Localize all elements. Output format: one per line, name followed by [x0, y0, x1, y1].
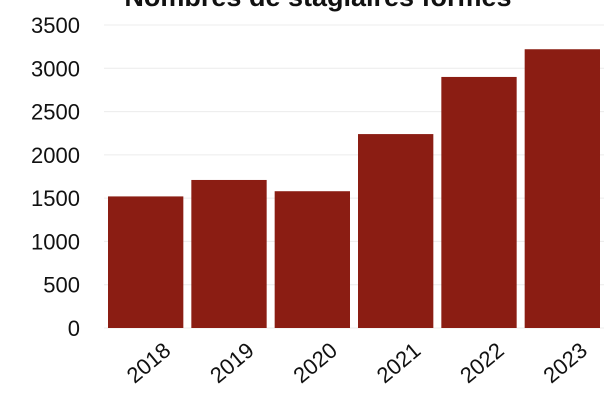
gridlines	[104, 24, 604, 329]
y-tick-label: 1500	[31, 186, 80, 211]
y-axis-ticks: 0 500 1000 1500 2000 2500 3000 3500	[31, 13, 80, 341]
x-tick-label: 2021	[372, 337, 426, 388]
y-tick-label: 1000	[31, 229, 80, 254]
y-tick-label: 500	[43, 273, 80, 298]
y-tick-label: 2000	[31, 143, 80, 168]
chart-title: Nombres de stagiaires formés	[124, 0, 511, 12]
x-axis-ticks: 2018 2019 2020 2021 2022 2023	[122, 337, 592, 388]
x-tick-label: 2023	[538, 337, 592, 388]
y-tick-label: 3000	[31, 56, 80, 81]
y-tick-label: 3500	[31, 13, 80, 38]
bar-2019	[191, 179, 267, 328]
x-tick-label: 2020	[288, 337, 342, 388]
bar-2021	[358, 134, 434, 328]
x-tick-label: 2018	[122, 337, 176, 388]
x-tick-label: 2022	[455, 337, 509, 388]
bar-2018	[108, 196, 184, 328]
y-tick-label: 0	[68, 316, 80, 341]
bar-2022	[441, 76, 517, 328]
bar-2020	[274, 191, 350, 328]
bars	[108, 49, 600, 329]
bar-2023	[524, 49, 600, 329]
x-tick-label: 2019	[205, 337, 259, 388]
y-tick-label: 2500	[31, 100, 80, 125]
